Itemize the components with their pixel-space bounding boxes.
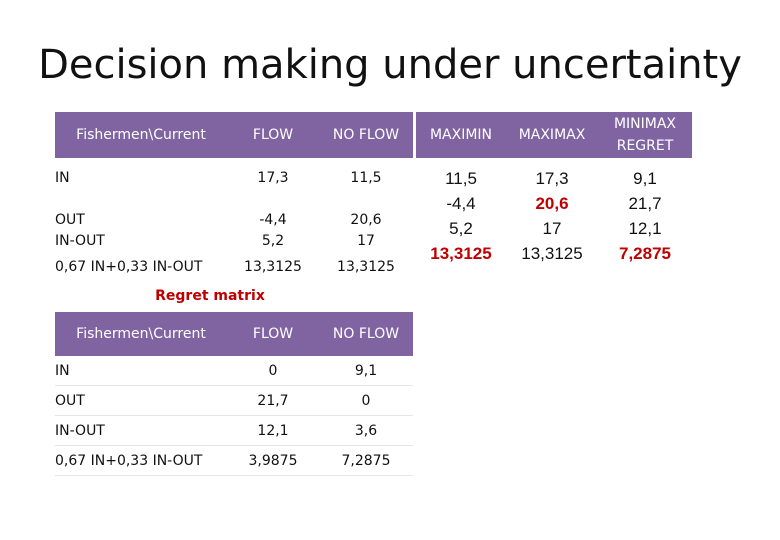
cell-no-flow: 17 xyxy=(357,233,375,249)
maximax-column: MAXIMAX 17,3 20,6 17 13,3125 xyxy=(506,112,598,266)
minimax-regret-value: 21,7 xyxy=(628,193,662,213)
maximin-value: 11,5 xyxy=(445,168,477,188)
maximax-value-highlight: 20,6 xyxy=(535,193,569,213)
minimax-regret-header-line1: MINIMAX xyxy=(613,116,677,132)
cell-flow: 0 xyxy=(227,356,319,386)
cell-no-flow: 3,6 xyxy=(319,415,413,446)
header-fishermen-current: Fishermen\Current xyxy=(55,112,227,158)
cell-flow: 17,3 xyxy=(257,170,289,186)
table-row: OUT -4,4 20,6 xyxy=(55,198,413,228)
minimax-regret-value: 12,1 xyxy=(628,218,662,238)
header-flow: FLOW xyxy=(227,312,319,356)
regret-matrix-title: Regret matrix xyxy=(155,288,265,304)
header-flow: FLOW xyxy=(227,112,319,158)
table-row: IN 0 9,1 xyxy=(55,356,413,386)
row-label: IN-OUT xyxy=(55,415,227,446)
maximin-column: MAXIMIN 11,5 -4,4 5,2 13,3125 xyxy=(416,112,506,266)
minimax-regret-value: 9,1 xyxy=(633,168,657,188)
row-label: OUT xyxy=(55,385,227,416)
maximax-value: 17 xyxy=(542,218,562,238)
payoff-table-header: Fishermen\Current FLOW NO FLOW xyxy=(55,112,413,158)
table-row: IN 17,3 11,5 xyxy=(55,158,413,198)
maximax-value: 17,3 xyxy=(535,168,569,188)
header-no-flow: NO FLOW xyxy=(319,112,413,158)
cell-flow: 5,2 xyxy=(261,233,285,249)
header-no-flow: NO FLOW xyxy=(319,312,413,356)
table-row: IN-OUT 12,1 3,6 xyxy=(55,415,413,446)
minimax-regret-header-line2: REGRET xyxy=(616,138,674,154)
maximin-value: 5,2 xyxy=(449,218,473,238)
payoff-table: Fishermen\Current FLOW NO FLOW IN 17,3 1… xyxy=(55,112,413,280)
cell-no-flow: 11,5 xyxy=(350,170,382,186)
cell-no-flow: 20,6 xyxy=(350,212,382,228)
minimax-regret-value-highlight: 7,2875 xyxy=(619,243,671,263)
maximax-header: MAXIMAX xyxy=(506,112,598,158)
page-title: Decision making under uncertainty xyxy=(38,42,742,88)
row-label: 0,67 IN+0,33 IN-OUT xyxy=(55,445,227,476)
table-row: 0,67 IN+0,33 IN-OUT 13,3125 13,3125 xyxy=(55,254,413,280)
table-row: 0,67 IN+0,33 IN-OUT 3,9875 7,2875 xyxy=(55,445,413,476)
maximax-value: 13,3125 xyxy=(521,243,583,263)
row-label: IN xyxy=(55,356,227,386)
cell-flow: 3,9875 xyxy=(227,445,319,476)
cell-no-flow: 13,3125 xyxy=(337,259,395,275)
minimax-regret-column: MINIMAX REGRET 9,1 21,7 12,1 7,2875 xyxy=(598,112,692,266)
maximin-value-highlight: 13,3125 xyxy=(430,243,492,263)
row-label: OUT xyxy=(55,212,85,228)
cell-flow: -4,4 xyxy=(259,212,287,228)
maximin-header: MAXIMIN xyxy=(416,112,506,158)
row-label: 0,67 IN+0,33 IN-OUT xyxy=(55,259,203,275)
row-label: IN xyxy=(55,170,70,186)
regret-table: Fishermen\Current FLOW NO FLOW IN 0 9,1 … xyxy=(55,312,413,476)
table-row: IN-OUT 5,2 17 xyxy=(55,228,413,254)
maximin-value: -4,4 xyxy=(446,193,476,213)
table-row: OUT 21,7 0 xyxy=(55,385,413,416)
cell-no-flow: 9,1 xyxy=(319,356,413,386)
cell-no-flow: 7,2875 xyxy=(319,445,413,476)
minimax-regret-header: MINIMAX REGRET xyxy=(598,112,692,158)
header-fishermen-current: Fishermen\Current xyxy=(55,312,227,356)
cell-flow: 12,1 xyxy=(227,415,319,446)
cell-no-flow: 0 xyxy=(319,385,413,416)
cell-flow: 13,3125 xyxy=(244,259,302,275)
regret-table-header: Fishermen\Current FLOW NO FLOW xyxy=(55,312,413,356)
cell-flow: 21,7 xyxy=(227,385,319,416)
row-label: IN-OUT xyxy=(55,233,105,249)
